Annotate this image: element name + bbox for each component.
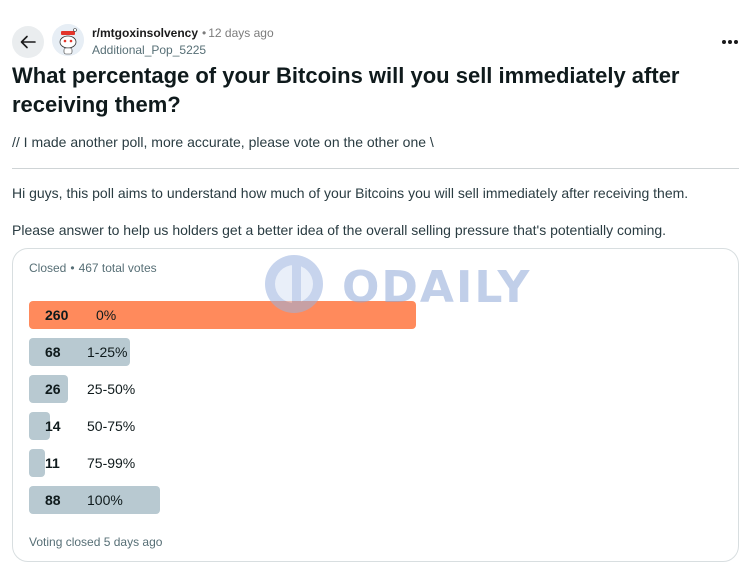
poll-header: Closed • 467 total votes — [29, 261, 157, 275]
divider — [12, 168, 739, 169]
poll-total-votes: 467 total votes — [78, 261, 157, 275]
poll-option-label: 25-50% — [87, 381, 136, 397]
post-body-paragraph: Please answer to help us holders get a b… — [12, 222, 667, 238]
poll-option-bar — [29, 375, 68, 403]
poll-option: 14 50-75% — [29, 412, 719, 440]
poll-option-count: 68 — [45, 344, 61, 360]
edit-note: // I made another poll, more accurate, p… — [12, 134, 434, 150]
poll-option: 88 100% — [29, 486, 719, 514]
post-body-paragraph: Hi guys, this poll aims to understand ho… — [12, 185, 689, 201]
poll-option-label: 100% — [87, 492, 123, 508]
subreddit-avatar[interactable] — [52, 24, 84, 56]
back-button[interactable] — [12, 26, 44, 58]
snoo-avatar-icon — [52, 24, 84, 56]
post-time: 12 days ago — [208, 26, 274, 40]
poll-option-bar — [29, 449, 45, 477]
poll-option-count: 26 — [45, 381, 61, 397]
post-header: r/mtgoxinsolvency • 12 days ago Additional… — [12, 24, 741, 60]
post-title: What percentage of your Bitcoins will yo… — [12, 63, 680, 117]
poll-separator: • — [70, 261, 75, 275]
author-link[interactable]: Additional_Pop_5225 — [92, 43, 207, 57]
poll-card: Closed • 467 total votes 260 0% 68 1-25% 26 25-… — [12, 248, 739, 562]
post-meta: r/mtgoxinsolvency • 12 days ago Additional… — [92, 25, 274, 58]
poll-option-bar — [29, 412, 50, 440]
poll-option-label: 75-99% — [87, 455, 136, 471]
poll-option-count: 11 — [45, 455, 60, 471]
poll-option: 68 1-25% — [29, 338, 719, 366]
poll-option-label: 0% — [96, 307, 117, 323]
poll-option-count: 260 — [45, 307, 69, 323]
subreddit-link[interactable]: r/mtgoxinsolvency — [92, 26, 199, 40]
more-options-button[interactable] — [719, 32, 741, 52]
poll-option-label: 50-75% — [87, 418, 136, 434]
dot-icon — [734, 40, 738, 44]
poll-footer: Voting closed 5 days ago — [29, 535, 163, 549]
arrow-left-icon — [20, 35, 36, 49]
poll-option: 260 0% — [29, 301, 719, 329]
meta-separator: • — [202, 26, 207, 40]
poll-option-count: 14 — [45, 418, 61, 434]
poll-option-bar — [29, 301, 416, 329]
poll-option: 11 75-99% — [29, 449, 719, 477]
poll-option-count: 88 — [45, 492, 61, 508]
poll-status: Closed — [29, 261, 67, 275]
poll-option: 26 25-50% — [29, 375, 719, 403]
poll-option-bar — [29, 338, 130, 366]
poll-option-bar — [29, 486, 160, 514]
poll-option-label: 1-25% — [87, 344, 128, 360]
dot-icon — [722, 40, 726, 44]
dot-icon — [728, 40, 732, 44]
